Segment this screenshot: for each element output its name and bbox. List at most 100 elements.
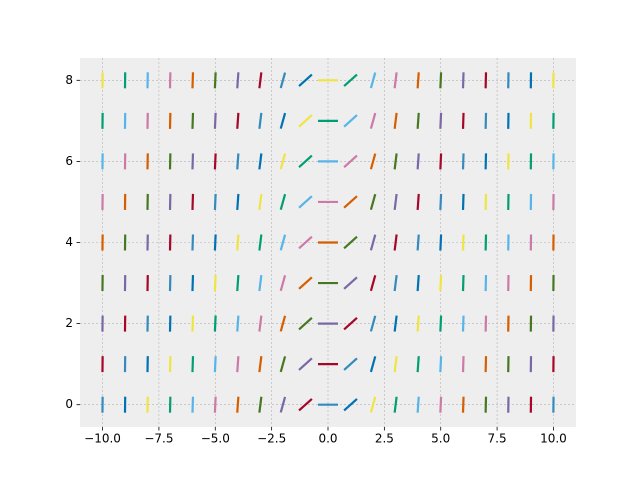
segment — [369, 112, 377, 129]
segment — [236, 315, 240, 332]
segment — [416, 356, 420, 373]
x-tick-label: −10.0 — [84, 432, 121, 446]
segment — [298, 73, 313, 87]
segment — [279, 72, 287, 89]
segment — [298, 235, 313, 250]
y-tick-label: 8 — [65, 73, 73, 87]
segment — [393, 274, 398, 292]
segment — [258, 72, 263, 89]
x-tick-label: 2.5 — [375, 432, 394, 446]
segment — [439, 112, 443, 129]
segment — [343, 73, 358, 87]
segment — [416, 112, 420, 129]
segment — [236, 112, 240, 129]
segment — [279, 112, 287, 129]
y-tick-label: 0 — [65, 397, 73, 411]
segment — [439, 396, 443, 413]
segment — [439, 153, 443, 170]
segment — [279, 234, 287, 251]
segment — [393, 234, 398, 251]
segment — [258, 274, 263, 292]
segment — [213, 356, 217, 373]
segment — [236, 234, 240, 251]
segment — [236, 193, 240, 211]
segment — [279, 356, 287, 373]
segment — [393, 315, 398, 332]
segment — [298, 114, 313, 128]
segment — [213, 315, 217, 332]
x-tick-label: 10.0 — [540, 432, 567, 446]
segment — [279, 315, 287, 332]
segment — [369, 396, 377, 413]
segment — [416, 396, 420, 413]
y-tick-label: 2 — [65, 316, 73, 330]
segment — [369, 72, 377, 89]
segment — [393, 153, 398, 170]
segment — [369, 356, 377, 373]
x-tick-label: 7.5 — [488, 432, 507, 446]
segment — [279, 153, 287, 170]
segment — [258, 396, 263, 413]
segment — [236, 153, 240, 170]
segment — [258, 193, 263, 211]
segment — [343, 195, 358, 209]
segment — [258, 356, 263, 373]
segment — [393, 396, 398, 413]
segment — [213, 112, 217, 129]
segment — [279, 193, 287, 211]
segment — [213, 153, 217, 170]
segment — [236, 72, 240, 89]
segment — [416, 193, 420, 211]
segment — [416, 274, 420, 292]
segment — [439, 72, 443, 89]
segment — [343, 154, 358, 169]
segment — [343, 316, 358, 331]
segment — [369, 193, 377, 211]
segment — [343, 398, 358, 412]
segment — [416, 315, 420, 332]
segment — [439, 356, 443, 373]
segment — [298, 357, 313, 371]
segment — [236, 396, 240, 413]
segment — [343, 235, 358, 250]
segment — [439, 234, 443, 251]
segment — [416, 72, 420, 89]
y-tick-label: 4 — [65, 235, 73, 249]
segment — [343, 276, 358, 290]
segment — [298, 154, 313, 169]
segment — [343, 357, 358, 371]
segment — [369, 315, 377, 332]
segment — [369, 153, 377, 170]
x-tick-label: 0.0 — [318, 432, 337, 446]
segment — [213, 72, 217, 89]
segment — [213, 275, 217, 292]
segment — [236, 274, 240, 292]
segment — [258, 153, 263, 170]
segment — [258, 112, 263, 129]
segment — [416, 153, 420, 170]
segment — [298, 316, 313, 331]
segment — [213, 396, 217, 413]
x-tick-label: −2.5 — [257, 432, 286, 446]
segment — [343, 114, 358, 128]
segment — [236, 356, 240, 373]
segment — [213, 193, 217, 210]
segment — [369, 234, 377, 251]
y-tick-label: 6 — [65, 154, 73, 168]
segment — [416, 234, 420, 251]
x-tick-label: −5.0 — [201, 432, 230, 446]
segment — [298, 276, 313, 290]
segment — [213, 234, 217, 251]
segment — [279, 396, 287, 413]
segment — [393, 112, 398, 129]
segment — [279, 274, 287, 292]
segment — [439, 275, 443, 292]
segment — [258, 315, 263, 332]
segment — [258, 234, 263, 251]
x-tick-label: 5.0 — [431, 432, 450, 446]
segment — [393, 72, 398, 89]
segment — [369, 274, 377, 292]
segment — [393, 356, 398, 373]
x-tick-label: −7.5 — [144, 432, 173, 446]
